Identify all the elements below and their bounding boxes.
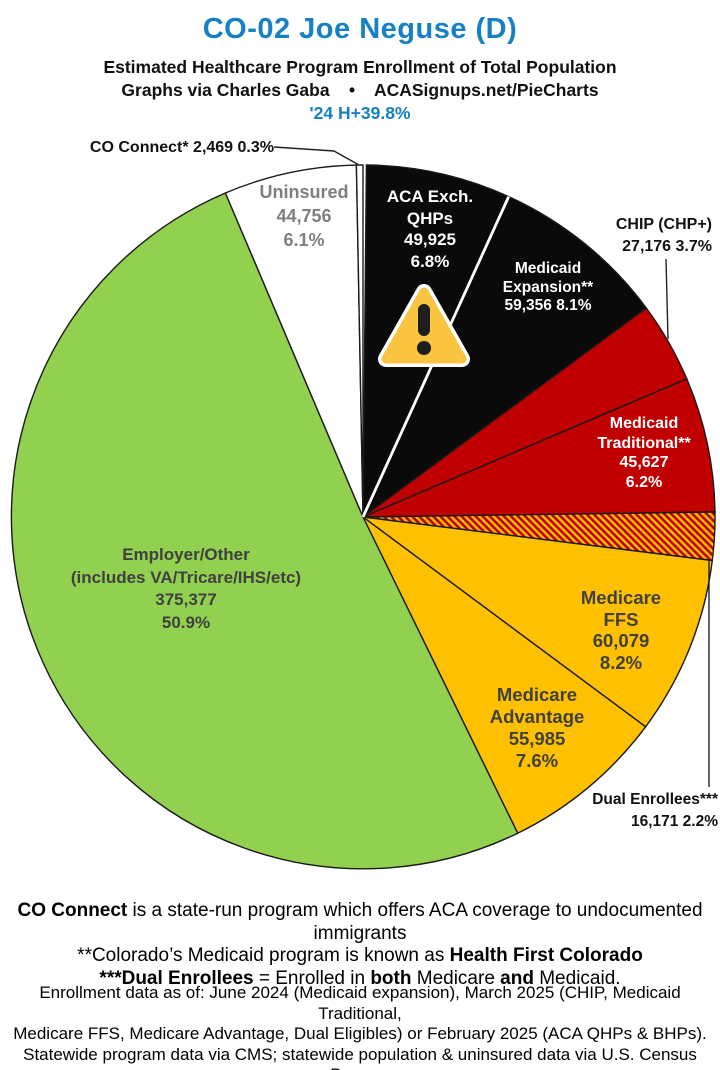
slice-label-medicaid-expansion: Medicaid Expansion** 59,356 8.1% xyxy=(503,260,593,316)
slice-label-line: 59,356 8.1% xyxy=(504,297,592,314)
slice-label-line: Expansion** xyxy=(502,278,594,296)
leader-lines xyxy=(273,146,710,787)
data-sources: Enrollment data as of: June 2024 (Medica… xyxy=(0,983,720,1070)
slice-label-line: 49,925 xyxy=(404,230,456,249)
source-line: Enrollment data as of: June 2024 (Medica… xyxy=(39,983,681,1023)
slice-label-line: Employer/Other xyxy=(122,545,250,564)
pie-slice-employer-other xyxy=(10,192,519,870)
slice-label-line: 60,079 xyxy=(592,630,650,651)
slice-label-employer-other: Employer/Other (includes VA/Tricare/IHS/… xyxy=(71,544,301,634)
footnote-text: Medicaid. xyxy=(533,967,621,989)
slice-label-line: 50.9% xyxy=(161,612,211,632)
slice-label-line: 27,176 3.7% xyxy=(622,238,712,255)
slice-label-co-connect: CO Connect* 2,469 0.3% xyxy=(90,138,274,158)
slice-label-line: 7.6% xyxy=(515,750,559,771)
slice-label-line: CHIP (CHP+) xyxy=(615,216,712,233)
slice-label-line: 6.8% xyxy=(410,251,450,271)
footnote-text: Health First Colorado xyxy=(449,945,643,966)
slice-label-line: QHPs xyxy=(406,208,454,228)
slice-label-chip: CHIP (CHP+) 27,176 3.7% xyxy=(616,214,712,258)
pie-slice-medicaid-traditional xyxy=(362,377,716,518)
slice-label-line: 55,985 xyxy=(508,728,566,749)
slice-label-line: Medicare xyxy=(496,684,578,705)
footnote-dual-enrollees: ***Dual Enrollees = Enrolled in both Med… xyxy=(0,968,720,991)
source-line: Medicare FFS, Medicare Advantage, Dual E… xyxy=(13,1024,707,1043)
footnote-medicaid-name: **Colorado’s Medicaid program is known a… xyxy=(0,945,720,968)
footnotes: CO Connect is a state-run program which … xyxy=(0,900,720,990)
slice-label-line: 45,627 xyxy=(619,454,669,471)
slice-label-line: Medicaid xyxy=(609,415,679,432)
chip-leader-line xyxy=(665,258,669,340)
slice-label-medicaid-traditional: Medicaid Traditional** 45,627 6.2% xyxy=(597,414,690,492)
pie-slices xyxy=(10,164,716,870)
footnote-text: = Enrolled in xyxy=(253,967,371,989)
pie-slice-co-connect xyxy=(355,164,364,518)
slice-label-line: ACA Exch. xyxy=(386,187,474,206)
slice-label-dual-enrollees: Dual Enrollees*** 16,171 2.2% xyxy=(592,789,718,833)
slice-label-line: 44,756 xyxy=(276,206,332,226)
slice-label-line: Medicare FFS xyxy=(580,587,662,630)
attribution-line: Graphs via Charles Gaba • ACASignups.net… xyxy=(121,80,599,100)
slice-label-medicare-advantage: Medicare Advantage 55,985 7.6% xyxy=(490,684,585,772)
slice-label-line: 16,171 2.2% xyxy=(630,813,718,830)
slice-label-line: 6.1% xyxy=(283,230,325,250)
slice-label-medicare-ffs: Medicare FFS 60,079 8.2% xyxy=(572,587,671,673)
slice-label-line: CO Connect* 2,469 0.3% xyxy=(89,139,274,156)
metric-line: '24 H+39.8% xyxy=(309,103,411,123)
pie-slice-uninsured xyxy=(224,164,364,518)
slice-label-line: Dual Enrollees*** xyxy=(592,791,718,808)
footnote-text: Medicare xyxy=(411,967,501,989)
footnote-co-connect: CO Connect is a state-run program which … xyxy=(0,900,720,945)
footnote-text: both xyxy=(370,967,412,989)
footnote-text: **Colorado’s Medicaid program is known a… xyxy=(77,945,450,966)
pie-slice-medicare-ffs xyxy=(360,515,714,728)
slice-label-line: Traditional** xyxy=(597,434,691,452)
page-title: CO-02 Joe Neguse (D) xyxy=(202,13,518,45)
slice-label-aca-exch-qhps: ACA Exch. QHPs 49,925 6.8% xyxy=(387,186,473,272)
slice-label-line: 8.2% xyxy=(599,651,643,673)
slice-label-line: (includes VA/Tricare/IHS/etc) xyxy=(70,567,302,587)
chart-subtitle: Estimated Healthcare Program Enrollment … xyxy=(103,57,617,77)
slice-label-line: 6.2% xyxy=(625,473,663,491)
pie-slice-medicare-advantage xyxy=(362,516,647,835)
footnote-text: is a state-run program which offers ACA … xyxy=(127,900,703,944)
co-connect-leader-line xyxy=(273,146,360,166)
pie-slice-medicaid-expansion xyxy=(361,195,648,520)
slice-label-uninsured: Uninsured 44,756 6.1% xyxy=(259,180,348,252)
footnote-text: ***Dual Enrollees xyxy=(99,967,254,989)
slice-label-line: Uninsured xyxy=(259,182,349,202)
source-line: Statewide program data via CMS; statewid… xyxy=(23,1044,697,1070)
slice-label-line: 375,377 xyxy=(155,590,217,609)
slice-label-line: Medicaid xyxy=(514,260,582,277)
slice-label-line: Advantage xyxy=(489,706,585,727)
warning-icon xyxy=(378,284,470,367)
footnote-text: CO Connect xyxy=(17,900,128,921)
footnote-text: and xyxy=(500,967,534,989)
